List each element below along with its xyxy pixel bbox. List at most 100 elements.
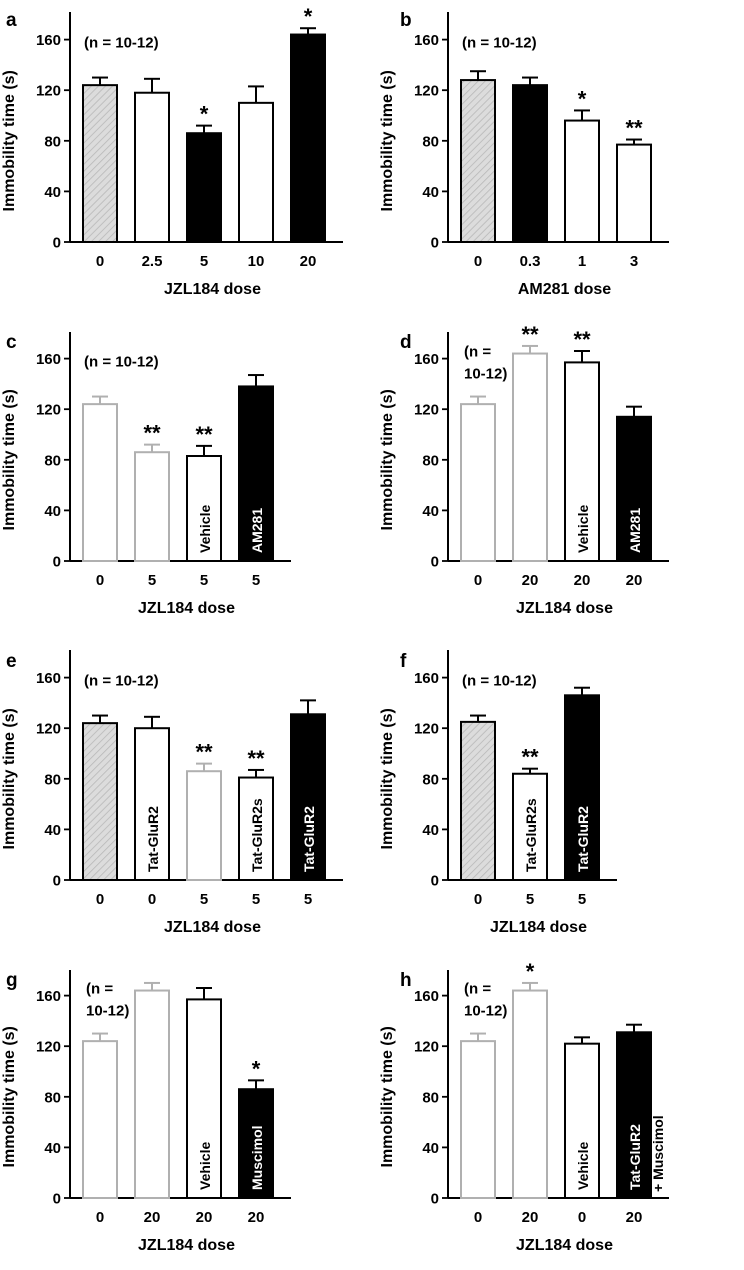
bar-label: Tat-GluR2s	[523, 798, 539, 872]
x-tick-label: 0	[96, 891, 104, 908]
bar-label: Tat-GluR2	[145, 806, 161, 872]
x-tick-label: 3	[630, 253, 638, 270]
y-axis-label: Immobility time (s)	[1, 389, 18, 530]
bar-label: Vehicle	[575, 1142, 591, 1190]
x-tick-label: 20	[574, 572, 591, 589]
x-tick-label: 20	[522, 572, 539, 589]
bar-label: Tat-GluR2	[575, 806, 591, 872]
y-tick-label: 120	[36, 1039, 61, 1056]
bar	[616, 415, 652, 563]
bar-label: AM281	[249, 508, 265, 553]
y-axis-label: Immobility time (s)	[379, 70, 396, 211]
y-tick-label: 160	[414, 351, 439, 368]
significance-marker: **	[521, 322, 539, 347]
bar	[460, 79, 496, 243]
bar	[290, 713, 326, 881]
significance-marker: **	[247, 746, 265, 771]
x-tick-label: 20	[522, 1209, 539, 1226]
x-axis-label: JZL184 dose	[164, 919, 261, 936]
bar-label: Vehicle	[197, 1142, 213, 1190]
bar	[564, 1042, 600, 1200]
significance-marker: *	[252, 1056, 261, 1081]
x-tick-label: 0	[474, 253, 482, 270]
x-tick-label: 5	[526, 891, 534, 908]
panel-letter: b	[400, 10, 412, 31]
panel-letter: f	[400, 651, 407, 672]
bar	[82, 1040, 118, 1200]
bar-label: Tat-GluR2	[301, 806, 317, 872]
y-tick-label: 120	[36, 83, 61, 100]
panel-h: h 0 40 80 120 160 Immobility time (s) (n = 10-12…	[379, 959, 669, 1254]
x-axis-label: JZL184 dose	[138, 1237, 235, 1254]
bar	[564, 694, 600, 881]
x-tick-label: 5	[304, 891, 312, 908]
x-axis-label: AM281 dose	[518, 281, 611, 298]
x-tick-label: 0.3	[520, 253, 541, 270]
significance-marker: **	[195, 740, 213, 765]
significance-marker: **	[521, 745, 539, 770]
bar	[238, 776, 274, 881]
bar	[82, 722, 118, 882]
bar-label: Vehicle	[575, 505, 591, 553]
significance-marker: *	[304, 4, 313, 29]
y-tick-label: 80	[422, 771, 439, 788]
y-tick-label: 80	[44, 1089, 61, 1106]
y-tick-label: 120	[414, 1039, 439, 1056]
y-tick-label: 0	[53, 873, 61, 890]
n-annotation: (n =	[86, 981, 113, 998]
x-tick-label: 20	[626, 572, 643, 589]
y-tick-label: 0	[53, 1191, 61, 1208]
bar	[460, 720, 496, 881]
significance-marker: **	[573, 327, 591, 352]
x-tick-label: 0	[578, 1209, 586, 1226]
y-tick-label: 0	[431, 235, 439, 252]
bar	[186, 455, 222, 563]
bar	[512, 772, 548, 881]
bar	[512, 84, 548, 243]
bar-outer-label: + Muscimol	[650, 1115, 666, 1192]
n-annotation: (n = 10-12)	[462, 35, 537, 52]
panel-d: d 0 40 80 120 160 Immobility time (s) (n = 10-12…	[379, 322, 669, 617]
bar-label: Tat-GluR2s	[249, 798, 265, 872]
y-tick-label: 160	[36, 670, 61, 687]
y-tick-label: 80	[422, 452, 439, 469]
bar	[616, 1031, 652, 1200]
x-tick-label: 20	[144, 1209, 161, 1226]
y-axis-label: Immobility time (s)	[1, 1026, 18, 1167]
x-tick-label: 5	[252, 572, 260, 589]
y-tick-label: 80	[44, 771, 61, 788]
x-tick-label: 10	[248, 253, 265, 270]
y-tick-label: 80	[44, 452, 61, 469]
y-tick-label: 80	[44, 133, 61, 150]
panel-b: b 0 40 80 120 160 Immobility time (s) (n = 10-1…	[379, 10, 669, 298]
x-tick-label: 0	[96, 253, 104, 270]
n-annotation: 10-12)	[86, 1003, 129, 1020]
bar	[82, 84, 118, 243]
y-tick-label: 40	[422, 822, 439, 839]
y-tick-label: 120	[414, 83, 439, 100]
bar	[616, 143, 652, 243]
x-tick-label: 0	[96, 1209, 104, 1226]
y-tick-label: 40	[422, 503, 439, 520]
y-tick-label: 40	[44, 503, 61, 520]
y-tick-label: 160	[414, 670, 439, 687]
bar	[186, 132, 222, 244]
x-tick-label: 0	[474, 891, 482, 908]
y-tick-label: 0	[53, 235, 61, 252]
bar	[460, 1040, 496, 1200]
x-tick-label: 1	[578, 253, 586, 270]
x-tick-label: 2.5	[142, 253, 163, 270]
y-axis-label: Immobility time (s)	[379, 389, 396, 530]
x-tick-label: 20	[626, 1209, 643, 1226]
bar	[82, 403, 118, 563]
panel-letter: c	[6, 332, 17, 353]
n-annotation: 10-12)	[464, 366, 507, 383]
bar	[134, 451, 170, 562]
n-annotation: (n =	[464, 344, 491, 361]
x-tick-label: 20	[248, 1209, 265, 1226]
panel-g: g 0 40 80 120 160 Immobility time (s) (n = 10-12…	[1, 970, 291, 1254]
y-tick-label: 40	[44, 1140, 61, 1157]
bar	[134, 727, 170, 882]
panel-a: a 0 40 80 120 160 Immobility time (s) (n = 10-1…	[1, 4, 343, 298]
bar	[238, 101, 274, 243]
